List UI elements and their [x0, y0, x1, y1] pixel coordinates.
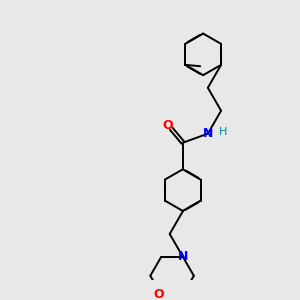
- Text: O: O: [153, 288, 164, 300]
- Text: N: N: [203, 127, 213, 140]
- Text: N: N: [178, 250, 188, 263]
- Text: O: O: [163, 119, 173, 132]
- Text: H: H: [219, 127, 227, 137]
